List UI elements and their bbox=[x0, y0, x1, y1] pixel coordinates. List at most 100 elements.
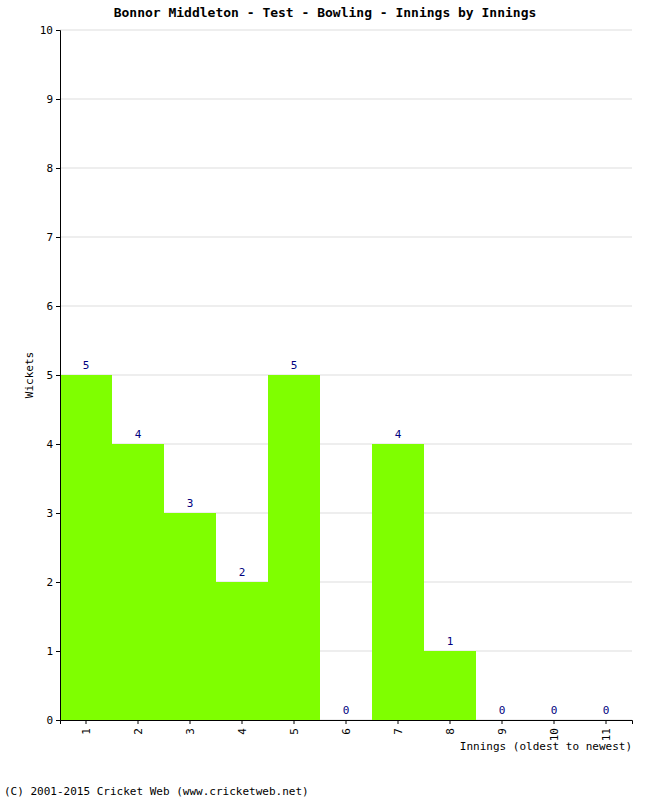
tick-label: 4 bbox=[236, 728, 249, 735]
bar bbox=[112, 444, 164, 720]
grid-line bbox=[60, 168, 632, 169]
bar bbox=[424, 651, 476, 720]
tick-label: 7 bbox=[46, 231, 53, 244]
data-label: 1 bbox=[447, 635, 454, 648]
tick-mark bbox=[138, 720, 139, 724]
grid-line bbox=[60, 237, 632, 238]
tick-label: 4 bbox=[46, 438, 53, 451]
tick: 3 bbox=[184, 720, 197, 735]
tick-mark bbox=[502, 720, 503, 724]
tick-mark bbox=[398, 720, 399, 724]
grid-line bbox=[60, 375, 632, 376]
tick-label: 3 bbox=[46, 507, 53, 520]
tick-label: 8 bbox=[46, 162, 53, 175]
tick-label: 10 bbox=[40, 24, 53, 37]
bar bbox=[164, 513, 216, 720]
tick-label: 1 bbox=[46, 645, 53, 658]
tick: 4 bbox=[236, 720, 249, 735]
data-label: 2 bbox=[239, 566, 246, 579]
data-labels: 5 4 3 2 5 0 4 1 0 0 0 bbox=[83, 359, 610, 717]
tick-mark bbox=[56, 99, 60, 100]
background bbox=[0, 0, 650, 800]
y-axis-label: Wickets bbox=[23, 352, 36, 398]
tick: 8 bbox=[444, 720, 457, 735]
chart: 012345678910123456789101154325041000Bonn… bbox=[0, 0, 650, 800]
tick-label: 9 bbox=[46, 93, 53, 106]
data-label: 0 bbox=[343, 704, 350, 717]
tick-label: 2 bbox=[132, 728, 145, 735]
tick-mark bbox=[56, 375, 60, 376]
bar bbox=[476, 720, 528, 721]
grid bbox=[60, 30, 632, 720]
tick: 9 bbox=[496, 720, 509, 735]
bar bbox=[268, 375, 320, 720]
data-label: 0 bbox=[603, 704, 610, 717]
data-label: 0 bbox=[499, 704, 506, 717]
tick: 11 bbox=[600, 720, 613, 741]
axis-line bbox=[61, 721, 633, 725]
tick-mark bbox=[56, 582, 60, 583]
tick-mark bbox=[86, 720, 87, 724]
tick: 10 bbox=[40, 24, 60, 37]
y-axis: 0 1 2 3 4 5 6 7 8 9 10 bbox=[40, 24, 61, 727]
tick-label: 5 bbox=[288, 728, 301, 735]
tick-label: 6 bbox=[46, 300, 53, 313]
grid-line bbox=[60, 99, 632, 100]
tick: 0 bbox=[46, 714, 60, 727]
tick-label: 1 bbox=[80, 728, 93, 735]
tick: 7 bbox=[392, 720, 405, 735]
tick-label: 7 bbox=[392, 728, 405, 735]
tick-mark bbox=[56, 444, 60, 445]
tick-label: 3 bbox=[184, 728, 197, 735]
tick-mark bbox=[56, 720, 60, 721]
bar bbox=[60, 375, 112, 720]
tick-mark bbox=[56, 651, 60, 652]
tick-mark bbox=[346, 720, 347, 724]
tick-label: 5 bbox=[46, 369, 53, 382]
tick-label: 6 bbox=[340, 728, 353, 735]
data-label: 3 bbox=[187, 497, 194, 510]
data-label: 5 bbox=[291, 359, 298, 372]
tick-mark bbox=[554, 720, 555, 724]
bar bbox=[528, 720, 580, 721]
tick: 3 bbox=[46, 507, 60, 520]
tick: 5 bbox=[288, 720, 301, 735]
tick: 6 bbox=[340, 720, 353, 735]
tick-mark bbox=[56, 306, 60, 307]
tick-mark bbox=[190, 720, 191, 724]
tick: 7 bbox=[46, 231, 60, 244]
tick: 8 bbox=[46, 162, 60, 175]
tick: 4 bbox=[46, 438, 60, 451]
tick-label: 9 bbox=[496, 728, 509, 735]
tick-label: 0 bbox=[46, 714, 53, 727]
bar bbox=[216, 582, 268, 720]
x-axis: 1234567891011 bbox=[61, 720, 633, 741]
bars bbox=[60, 375, 476, 720]
axis-line bbox=[56, 31, 61, 721]
x-axis-label: Innings (oldest to newest) bbox=[460, 740, 632, 753]
bar bbox=[580, 720, 632, 721]
tick-mark bbox=[606, 720, 607, 724]
tick: 2 bbox=[46, 576, 60, 589]
tick-mark bbox=[56, 237, 60, 238]
grid-line bbox=[60, 30, 632, 31]
tick-mark bbox=[242, 720, 243, 724]
tick: 9 bbox=[46, 93, 60, 106]
title: Bonnor Middleton - Test - Bowling - Inni… bbox=[114, 5, 537, 20]
tick-label: 2 bbox=[46, 576, 53, 589]
plot: 012345678910123456789101154325041000 bbox=[40, 24, 633, 741]
annotation: (C) 2001-2015 Cricket Web (www.cricketwe… bbox=[4, 785, 309, 798]
bar bbox=[320, 720, 372, 721]
tick-mark bbox=[56, 513, 60, 514]
tick: 1 bbox=[46, 645, 60, 658]
data-label: 0 bbox=[551, 704, 558, 717]
bar bbox=[372, 444, 424, 720]
tick-mark bbox=[56, 30, 60, 31]
tick: 6 bbox=[46, 300, 60, 313]
data-label: 4 bbox=[395, 428, 402, 441]
tick: 1 bbox=[80, 720, 93, 735]
tick-mark bbox=[56, 168, 60, 169]
tick: 2 bbox=[132, 720, 145, 735]
data-label: 4 bbox=[135, 428, 142, 441]
data-label: 5 bbox=[83, 359, 90, 372]
